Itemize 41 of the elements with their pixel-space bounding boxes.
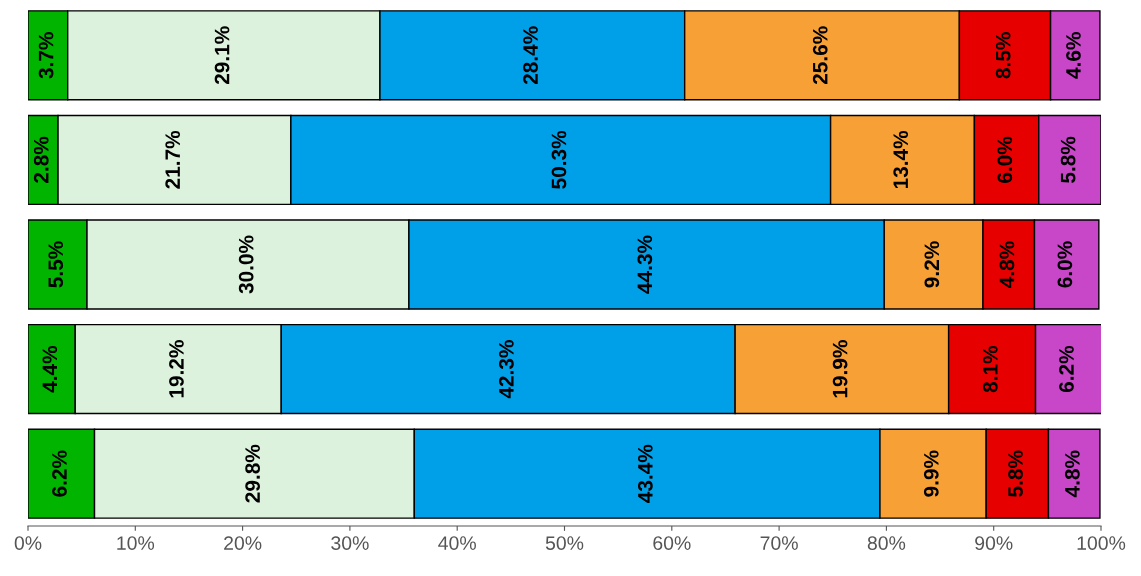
data-label: 19.2% <box>169 340 184 398</box>
data-label: 43.4% <box>637 444 653 503</box>
data-label: 29.8% <box>245 444 260 503</box>
data-label: 50.3% <box>551 130 567 189</box>
x-tick-label: 0% <box>14 536 42 550</box>
data-label: 5.8% <box>1060 136 1076 183</box>
data-label: 2.8% <box>33 136 49 183</box>
x-tick-label: 30% <box>331 536 369 550</box>
x-tick-label: 70% <box>760 536 798 550</box>
data-label: 4.4% <box>42 345 58 393</box>
data-label: 4.6% <box>1066 32 1081 79</box>
data-label: 6.0% <box>1057 241 1073 288</box>
x-tick-label: 40% <box>438 536 476 550</box>
data-label: 13.4% <box>893 130 909 189</box>
data-label: 5.5% <box>48 241 64 288</box>
data-label: 6.2% <box>52 450 67 497</box>
data-label: 9.9% <box>923 450 939 497</box>
x-tick-label: 10% <box>117 536 155 550</box>
data-label: 9.2% <box>924 241 940 288</box>
x-tick-label: 20% <box>224 536 262 550</box>
data-label: 8.5% <box>995 32 1011 79</box>
data-label: 44.3% <box>637 235 653 294</box>
data-label: 28.4% <box>523 26 538 85</box>
data-label: 29.1% <box>214 26 230 85</box>
data-label: 42.3% <box>499 340 514 399</box>
data-label: 30.0% <box>238 235 254 294</box>
x-tick-label: 80% <box>867 536 906 550</box>
x-tick-label: 50% <box>545 536 584 550</box>
data-label: 25.6% <box>812 26 828 85</box>
data-label: 21.7% <box>165 130 181 189</box>
x-tick-label: 60% <box>653 536 691 550</box>
data-label: 3.7% <box>38 32 54 79</box>
data-label: 4.8% <box>999 241 1015 288</box>
x-tick-label: 100% <box>1077 536 1126 550</box>
x-tick-label: 90% <box>975 536 1013 550</box>
data-label: 4.8% <box>1065 450 1080 498</box>
data-label: 6.0% <box>997 136 1013 183</box>
data-label: 8.1% <box>982 345 998 393</box>
data-label: 19.9% <box>832 340 848 398</box>
data-label: 6.2% <box>1059 345 1074 393</box>
data-label: 5.8% <box>1008 450 1023 497</box>
